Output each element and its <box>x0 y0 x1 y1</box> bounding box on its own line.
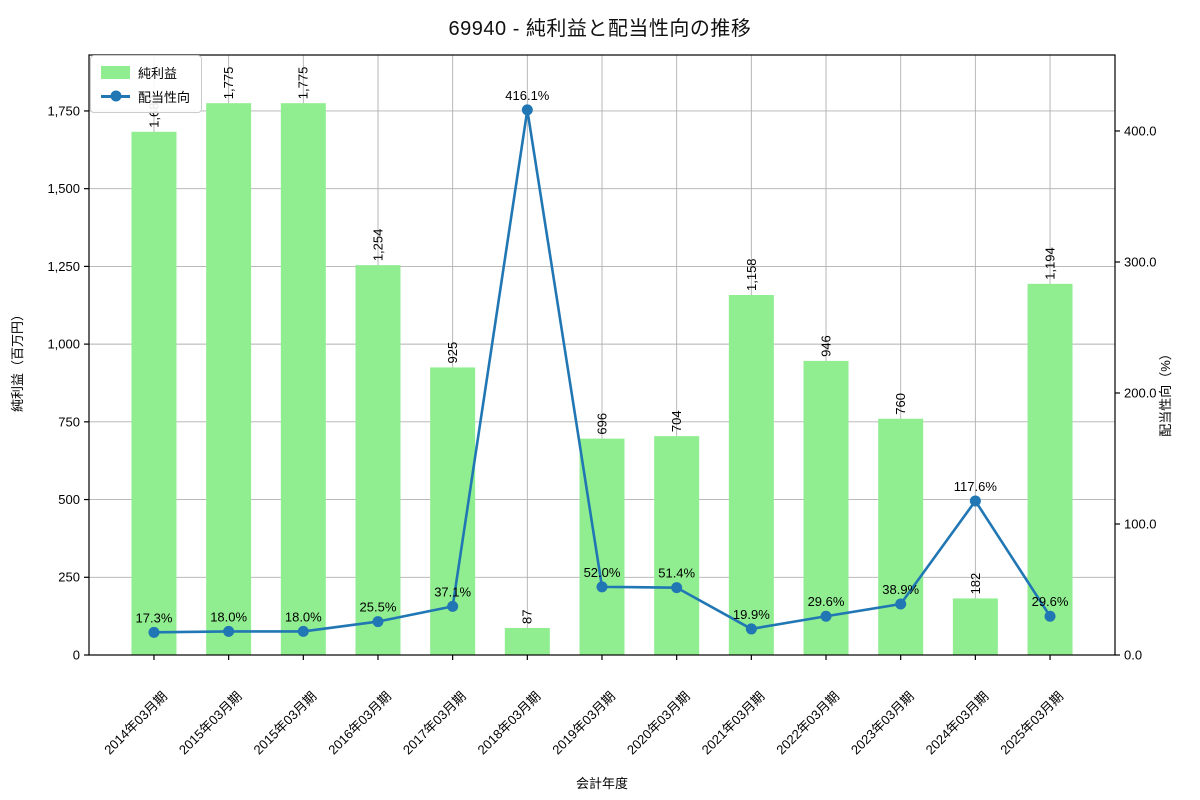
pct-labels-layer: 17.3% 18.0% 18.0% 25.5% 37.1% 416.1% 52.0% 51.4… <box>136 88 1069 625</box>
line-layer <box>148 104 1056 638</box>
x-tick-label: 2020年03月期 <box>624 689 693 758</box>
x-tick-label: 2016年03月期 <box>325 689 394 758</box>
payout-marker <box>521 104 533 116</box>
y-left-tick-label: 250 <box>58 570 80 585</box>
x-tick-label: 2021年03月期 <box>699 689 768 758</box>
payout-value-label: 38.9% <box>882 582 919 597</box>
bar-value-label: 87 <box>520 609 535 623</box>
x-tick-label: 2024年03月期 <box>923 689 992 758</box>
y-right-tick-label: 100.0 <box>1124 516 1157 531</box>
bar <box>878 418 924 655</box>
payout-value-label: 416.1% <box>505 88 550 103</box>
y-left-tick-label: 1,250 <box>47 259 80 274</box>
payout-value-label: 18.0% <box>285 609 322 624</box>
payout-marker <box>969 495 981 507</box>
y-right-tick-label: 0.0 <box>1124 647 1142 662</box>
payout-marker <box>820 610 832 622</box>
payout-value-label: 29.6% <box>808 594 845 609</box>
y-left-tick-label: 0 <box>73 647 80 662</box>
payout-marker <box>447 600 459 612</box>
x-tick-label: 2014年03月期 <box>101 689 170 758</box>
x-tick-label: 2025年03月期 <box>997 689 1066 758</box>
right-axis-title: 配当性向（%） <box>1158 347 1173 437</box>
bar-value-label: 704 <box>669 410 684 432</box>
payout-marker <box>596 581 608 593</box>
bars-layer <box>131 103 1073 656</box>
y-left-tick-label: 1,500 <box>47 181 80 196</box>
x-tick-label: 2015年03月期 <box>251 689 320 758</box>
bar-value-label: 1,194 <box>1042 247 1057 280</box>
payout-marker <box>895 598 907 610</box>
payout-marker <box>671 582 683 594</box>
payout-marker <box>297 625 309 637</box>
payout-marker <box>745 623 757 635</box>
x-tick-label: 2019年03月期 <box>549 689 618 758</box>
bar <box>579 438 625 655</box>
y-right-tick-label: 300.0 <box>1124 254 1157 269</box>
bar-value-label: 946 <box>818 335 833 357</box>
bar-value-label: 696 <box>594 413 609 435</box>
payout-marker <box>372 616 384 628</box>
payout-value-label: 18.0% <box>210 609 247 624</box>
payout-value-label: 17.3% <box>136 610 173 625</box>
payout-marker-icon <box>110 90 121 102</box>
chart-title: 69940 - 純利益と配当性向の推移 <box>448 18 752 40</box>
payout-value-label: 25.5% <box>360 600 397 615</box>
y-left-tick-label: 750 <box>58 414 80 429</box>
y-left-tick-label: 1,000 <box>47 337 80 352</box>
bar-value-label: 1,158 <box>744 258 759 291</box>
y-left-tick-label: 500 <box>58 492 80 507</box>
bar-value-label: 1,775 <box>221 67 236 100</box>
y-right-tick-label: 200.0 <box>1124 385 1157 400</box>
x-tick-label: 2017年03月期 <box>400 689 469 758</box>
x-tick-label: 2018年03月期 <box>475 689 544 758</box>
bar <box>654 436 700 655</box>
payout-marker <box>148 626 160 638</box>
x-tick-label: 2015年03月期 <box>176 689 245 758</box>
payout-value-label: 29.6% <box>1032 594 1069 609</box>
bar <box>355 265 401 655</box>
payout-value-label: 37.1% <box>434 584 471 599</box>
bar <box>728 295 774 655</box>
legend-item-net-profit: 純利益 <box>101 63 191 81</box>
payout-line-swatch-icon <box>101 90 130 102</box>
axes-layer <box>84 54 1120 660</box>
bar-value-label: 760 <box>893 393 908 415</box>
payout-value-label: 117.6% <box>954 479 998 494</box>
y-left-tick-label: 1,750 <box>47 103 80 118</box>
x-tick-label: 2022年03月期 <box>773 689 842 758</box>
bar <box>803 360 849 655</box>
payout-marker <box>223 625 235 637</box>
y-right-tick-label: 400.0 <box>1124 123 1157 138</box>
x-tick-label: 2023年03月期 <box>848 689 917 758</box>
payout-value-label: 52.0% <box>584 565 621 580</box>
payout-value-label: 19.9% <box>733 607 770 622</box>
legend: 純利益 配当性向 <box>90 55 202 113</box>
legend-label-net-profit: 純利益 <box>138 65 178 81</box>
left-axis-title: 純利益（百万円） <box>10 308 25 412</box>
x-axis-title: 会計年度 <box>576 776 628 791</box>
bar-value-label: 925 <box>445 342 460 364</box>
payout-value-label: 51.4% <box>658 566 695 581</box>
bar <box>131 131 177 655</box>
net-profit-swatch-icon <box>101 65 130 79</box>
bar <box>504 627 550 655</box>
bar-value-label: 1,775 <box>296 67 311 100</box>
bar <box>280 103 326 656</box>
bar <box>206 103 252 656</box>
legend-label-payout-ratio: 配当性向 <box>138 89 191 105</box>
legend-item-payout-ratio: 配当性向 <box>101 87 191 105</box>
bar-value-label: 1,254 <box>370 229 385 262</box>
payout-marker <box>1044 610 1056 622</box>
bar-value-label: 182 <box>968 573 983 595</box>
bar <box>952 598 998 655</box>
